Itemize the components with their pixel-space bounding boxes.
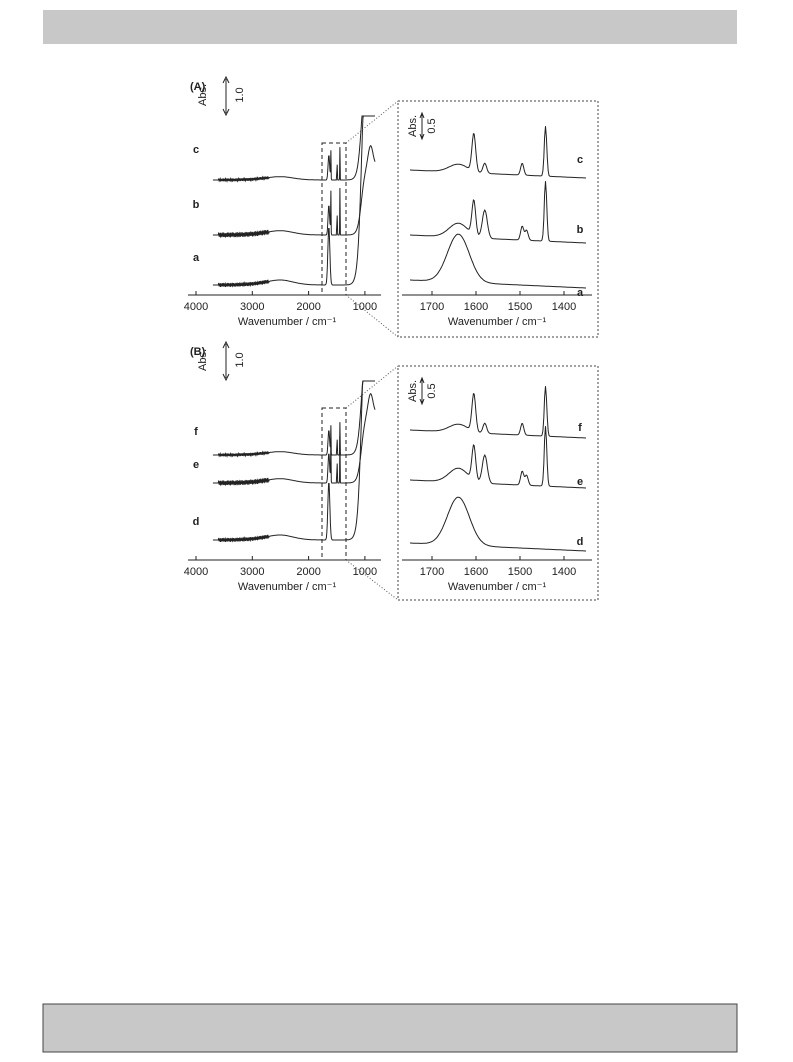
trace-label: f [578, 422, 582, 434]
zoom-link [345, 559, 399, 601]
scale-label: Abs. [197, 349, 209, 371]
zoom-link [345, 294, 399, 338]
scale-label: Abs. [407, 380, 419, 402]
zoom-region [321, 407, 347, 561]
x-axis-label: Wavenumber / cm⁻¹ [448, 316, 547, 328]
inset-box [397, 365, 599, 601]
scale-value: 0.5 [426, 383, 438, 398]
panel-label: (B) [190, 346, 206, 358]
x-tick-label: 1600 [464, 301, 488, 313]
x-tick-label: 4000 [184, 566, 208, 578]
zoom-link [345, 100, 399, 144]
trace-label: d [577, 536, 584, 548]
panel-label: (A) [190, 81, 206, 93]
spectrum-trace [410, 496, 586, 552]
scale-arrow [419, 111, 425, 141]
x-tick-label: 2000 [296, 301, 320, 313]
x-tick-label: 2000 [296, 566, 320, 578]
trace-label: e [193, 459, 199, 471]
x-tick-label: 1500 [508, 301, 532, 313]
trace-label: c [193, 144, 199, 156]
trace-label: d [193, 516, 200, 528]
trace-label: a [193, 252, 200, 264]
scale-value: 0.5 [426, 118, 438, 133]
scale-value: 1.0 [234, 87, 246, 102]
spectrum-trace [410, 426, 586, 489]
spectrum-trace [212, 380, 375, 459]
x-axis-label: Wavenumber / cm⁻¹ [448, 581, 547, 593]
x-tick-label: 1700 [420, 566, 444, 578]
x-tick-label: 1500 [508, 566, 532, 578]
x-tick-label: 3000 [240, 301, 264, 313]
x-tick-label: 1600 [464, 566, 488, 578]
inset-box [397, 100, 599, 338]
spectrum-trace [212, 115, 375, 288]
scale-arrow [222, 340, 230, 382]
spectrum-trace [410, 181, 586, 244]
x-tick-label: 4000 [184, 301, 208, 313]
x-tick-label: 1700 [420, 301, 444, 313]
trace-label: f [194, 426, 198, 438]
spectrum-trace [410, 386, 586, 439]
spectrum-trace [212, 393, 376, 486]
x-axis-label: Wavenumber / cm⁻¹ [238, 581, 337, 593]
trace-label: a [577, 287, 584, 299]
x-tick-label: 1400 [552, 566, 576, 578]
trace-label: c [577, 154, 583, 166]
header-bar [43, 10, 737, 44]
x-tick-label: 1400 [552, 301, 576, 313]
x-tick-label: 1000 [353, 301, 377, 313]
scale-label: Abs. [407, 115, 419, 137]
trace-label: b [577, 224, 584, 236]
scale-arrow [419, 376, 425, 406]
trace-label: b [193, 199, 200, 211]
x-tick-label: 1000 [353, 566, 377, 578]
x-axis-label: Wavenumber / cm⁻¹ [238, 316, 337, 328]
spectrum-trace [212, 115, 375, 184]
scale-value: 1.0 [234, 352, 246, 367]
zoom-link [345, 365, 399, 409]
scale-label: Abs. [197, 84, 209, 106]
spectrum-trace [410, 126, 586, 179]
trace-label: e [577, 476, 583, 488]
spectrum-trace [212, 380, 375, 543]
scale-arrow [222, 75, 230, 117]
spectrum-trace [212, 145, 376, 238]
spectrum-trace [410, 233, 586, 289]
zoom-region [321, 142, 347, 296]
footer-bar [42, 1003, 738, 1053]
x-tick-label: 3000 [240, 566, 264, 578]
